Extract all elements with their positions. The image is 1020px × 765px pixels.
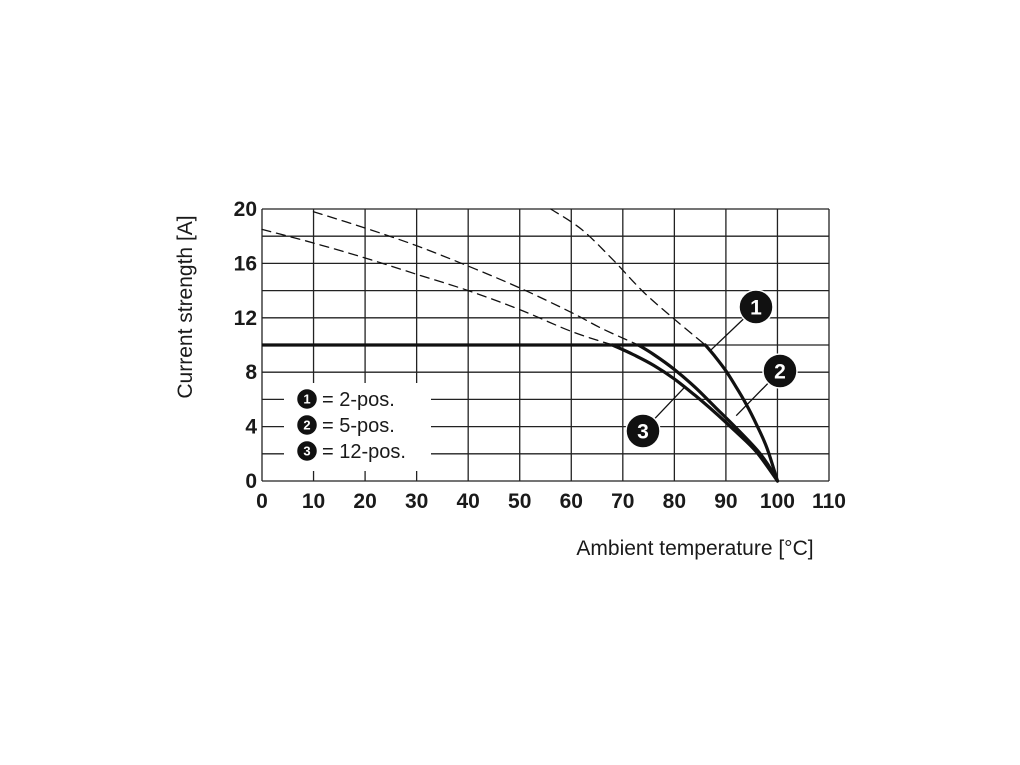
- series-3-dashed-curve: [261, 228, 614, 346]
- x-tick-100: 100: [760, 490, 795, 513]
- callout-marker-2-circle: [762, 353, 798, 389]
- callout-marker-1-circle: [738, 289, 774, 325]
- x-tick-50: 50: [508, 490, 531, 513]
- series-3-solid-curve: [610, 343, 780, 483]
- legend-marker-1-number: 1: [303, 392, 310, 407]
- callout-marker-1-number: 1: [750, 297, 762, 320]
- callout-marker-2-number: 2: [774, 361, 786, 384]
- legend-label-2: = 5-pos.: [322, 415, 395, 437]
- legend-marker-1: 1: [295, 387, 319, 411]
- series-1-solid-curve: [703, 343, 780, 483]
- x-tick-80: 80: [663, 490, 686, 513]
- y-tick-16: 16: [234, 252, 257, 275]
- callout-leader-3: [654, 386, 686, 420]
- curves: [261, 208, 780, 483]
- x-tick-20: 20: [353, 490, 376, 513]
- legend-marker-3-number: 3: [303, 444, 310, 459]
- callout-marker-3-circle: [625, 413, 661, 449]
- x-axis-label: Ambient temperature [°C]: [576, 537, 813, 560]
- x-tick-60: 60: [560, 490, 583, 513]
- y-tick-8: 8: [245, 361, 257, 384]
- legend-marker-3: 3: [295, 439, 319, 463]
- callout-marker-2: 2: [762, 353, 798, 389]
- series-2-dashed-curve: [312, 211, 639, 346]
- y-tick-12: 12: [234, 307, 257, 330]
- callout-leader-2: [735, 382, 769, 417]
- y-tick-4: 4: [245, 416, 257, 439]
- callout-marker-3-number: 3: [637, 421, 649, 444]
- callout-marker-1: 1: [738, 289, 774, 325]
- x-tick-90: 90: [714, 490, 737, 513]
- y-axis-label: Current strength [A]: [174, 215, 197, 398]
- x-tick-10: 10: [302, 490, 325, 513]
- callout-marker-3: 3: [625, 413, 661, 449]
- legend: 1 = 2-pos. 2 = 5-pos. 3 = 12-pos.: [284, 383, 431, 471]
- series-1-dashed-curve: [550, 208, 706, 346]
- series-callouts: 1 2 3: [625, 289, 798, 449]
- x-tick-110: 110: [812, 490, 846, 513]
- legend-marker-1-circle: [295, 387, 319, 411]
- x-tick-40: 40: [457, 490, 480, 513]
- x-tick-0: 0: [256, 490, 268, 513]
- legend-marker-2-circle: [295, 413, 319, 437]
- y-tick-0: 0: [245, 470, 257, 493]
- legend-marker-3-circle: [295, 439, 319, 463]
- callout-leader-1: [709, 318, 745, 351]
- legend-marker-2-number: 2: [303, 418, 310, 433]
- x-tick-70: 70: [611, 490, 634, 513]
- legend-marker-2: 2: [295, 413, 319, 437]
- legend-label-1: = 2-pos.: [322, 389, 395, 411]
- y-tick-20: 20: [234, 198, 257, 221]
- series-2-solid-curve: [636, 343, 780, 483]
- x-tick-30: 30: [405, 490, 428, 513]
- legend-label-3: = 12-pos.: [322, 441, 406, 463]
